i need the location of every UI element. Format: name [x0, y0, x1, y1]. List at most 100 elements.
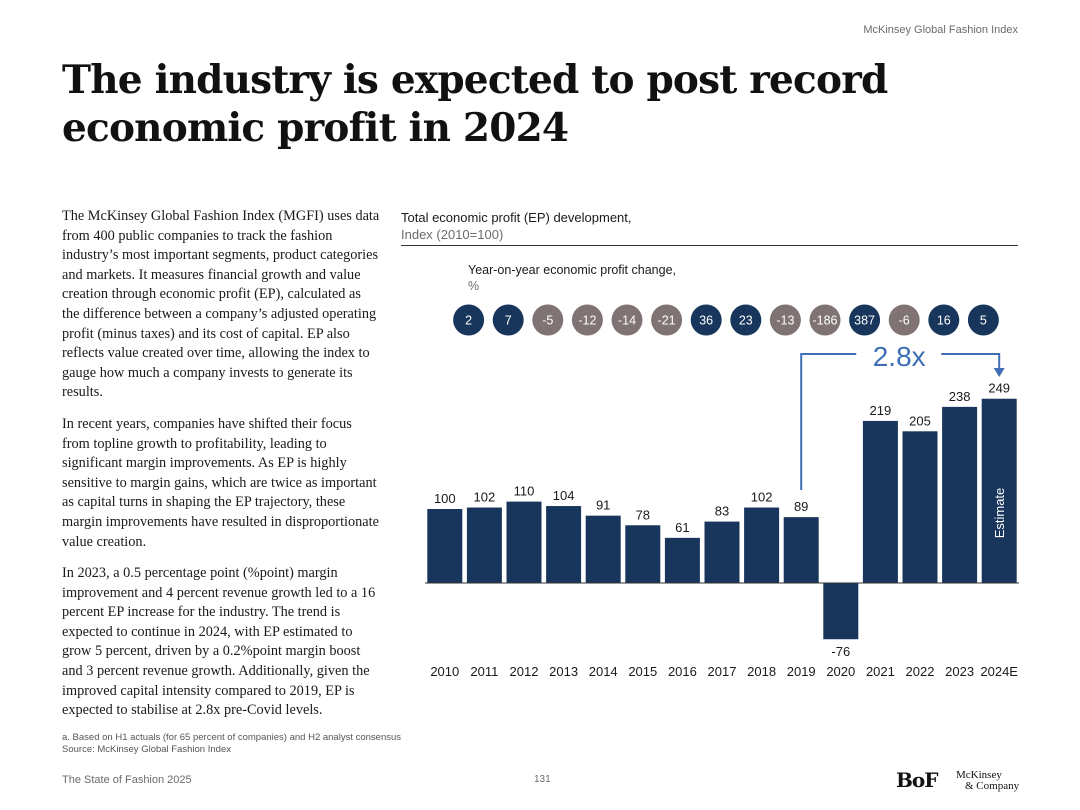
yoy-bubble-2013 [532, 304, 564, 336]
bar-2022 [902, 431, 938, 583]
yoy-label-2019: -13 [776, 314, 794, 328]
bar-2015 [625, 525, 661, 583]
category-label-2010: 2010 [430, 664, 459, 679]
category-label-2019: 2019 [787, 664, 816, 679]
bar-2012 [506, 501, 542, 583]
category-label-2021: 2021 [866, 664, 895, 679]
bar-2018 [744, 507, 780, 583]
value-label-2021: 219 [870, 403, 892, 418]
value-label-2020: -76 [831, 644, 850, 659]
annotation-arrowhead [993, 368, 1005, 377]
page-title: The industry is expected to post record … [62, 57, 888, 151]
value-label-2019: 89 [794, 499, 808, 514]
bar-2010 [427, 509, 463, 583]
value-label-2015: 78 [636, 507, 650, 522]
yoy-bubble-2023 [928, 304, 960, 336]
body-paragraph-2: In recent years, companies have shifted … [62, 415, 379, 550]
footnote-note: a. Based on H1 actuals (for 65 percent o… [62, 732, 402, 743]
yoy-label-2013: -5 [542, 314, 553, 328]
category-label-2018: 2018 [747, 664, 776, 679]
category-label-2012: 2012 [510, 664, 539, 679]
mckinsey-logo-line1: McKinsey [956, 769, 1002, 781]
category-label-2011: 2011 [470, 664, 498, 679]
value-label-2010: 100 [434, 491, 456, 506]
yoy-label-2023: 16 [937, 314, 951, 328]
yoy-label-2015: -14 [618, 314, 636, 328]
yoy-label-2021: 387 [854, 314, 875, 328]
yoy-title: Year-on-year economic profit change, [468, 263, 676, 277]
footer-report-name: The State of Fashion 2025 [62, 774, 192, 786]
bar-2016 [664, 537, 700, 583]
yoy-bubble-2014 [571, 304, 603, 336]
mckinsey-logo: McKinsey & Company [956, 770, 1019, 792]
value-label-2023: 238 [949, 389, 971, 404]
bar-2013 [546, 506, 582, 583]
yoy-bubble-2018 [730, 304, 762, 336]
yoy-bubble-2015 [611, 304, 643, 336]
body-paragraph-1: The McKinsey Global Fashion Index (MGFI)… [62, 208, 380, 401]
yoy-bubble-2017 [690, 304, 722, 336]
yoy-label-2011: 2 [465, 314, 472, 328]
yoy-bubble-2012 [492, 304, 524, 336]
yoy-bubble-2022 [888, 304, 920, 336]
bar-2020 [823, 583, 859, 640]
annotation-line-right [941, 353, 1001, 370]
bar-2014 [585, 515, 621, 583]
yoy-label-2014: -12 [578, 314, 596, 328]
category-label-2024E: 2024E [980, 664, 1018, 679]
chart-title-divider [401, 245, 1018, 246]
yoy-label-2017: 36 [699, 314, 713, 328]
page-number: 131 [534, 774, 551, 785]
value-label-2016: 61 [675, 520, 689, 535]
footnote-source: Source: McKinsey Global Fashion Index [62, 744, 231, 755]
category-label-2017: 2017 [708, 664, 737, 679]
bar-2017 [704, 521, 740, 583]
yoy-unit: % [468, 279, 480, 293]
annotation-multiplier: 2.8x [873, 341, 926, 372]
yoy-label-2024E: 5 [980, 314, 987, 328]
bof-logo: BoF [896, 768, 938, 792]
yoy-bubble-2019 [769, 304, 801, 336]
chart-title: Total economic profit (EP) development, [401, 210, 632, 225]
category-label-2023: 2023 [945, 664, 974, 679]
value-label-2024E: 249 [988, 381, 1010, 396]
yoy-bubble-2024E [967, 304, 999, 336]
yoy-label-2012: 7 [505, 314, 512, 328]
category-label-2014: 2014 [589, 664, 618, 679]
yoy-label-2018: 23 [739, 314, 753, 328]
header-index-name: McKinsey Global Fashion Index [863, 24, 1018, 36]
value-label-2012: 110 [514, 484, 535, 499]
bar-2021 [862, 420, 898, 583]
yoy-bubble-2016 [651, 304, 683, 336]
body-paragraph-3: In 2023, a 0.5 percentage point (%point)… [62, 565, 376, 719]
bar-2023 [942, 406, 978, 583]
value-label-2022: 205 [909, 413, 931, 428]
mckinsey-logo-line2: & Company [965, 780, 1020, 792]
value-label-2018: 102 [751, 490, 773, 505]
bar-2019 [783, 517, 819, 583]
value-label-2013: 104 [553, 488, 575, 503]
yoy-label-2020: -186 [812, 314, 837, 328]
category-label-2022: 2022 [906, 664, 935, 679]
category-label-2015: 2015 [628, 664, 657, 679]
value-label-2011: 102 [474, 490, 496, 505]
value-label-2014: 91 [596, 498, 610, 513]
yoy-label-2016: -21 [658, 314, 676, 328]
yoy-bubble-2011 [453, 304, 485, 336]
annotation-line-left [800, 353, 857, 490]
bar-2011 [466, 507, 502, 583]
chart-title-block: Total economic profit (EP) development, … [401, 209, 632, 243]
chart-subtitle: Index (2010=100) [401, 227, 504, 242]
footnote: a. Based on H1 actuals (for 65 percent o… [62, 732, 401, 756]
category-label-2013: 2013 [549, 664, 578, 679]
yoy-title-block: Year-on-year economic profit change, % [468, 262, 676, 294]
yoy-bubble-2021 [849, 304, 881, 336]
yoy-label-2022: -6 [899, 314, 910, 328]
estimate-label: Estimate [992, 488, 1007, 539]
category-label-2016: 2016 [668, 664, 697, 679]
value-label-2017: 83 [715, 504, 729, 519]
yoy-bubble-2020 [809, 304, 841, 336]
body-text: The McKinsey Global Fashion Index (MGFI)… [62, 207, 380, 733]
category-label-2020: 2020 [826, 664, 855, 679]
